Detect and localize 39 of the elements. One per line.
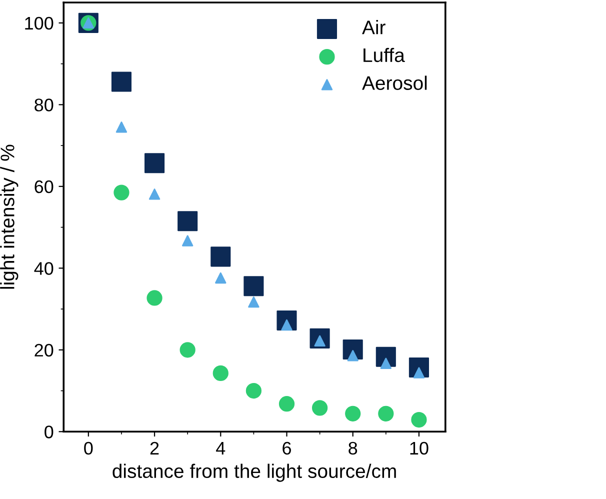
point [347,350,358,362]
x-axis-title: distance from the light source/cm [112,464,396,482]
x-tick-label: 2 [150,442,159,454]
x-tick-label: 0 [84,442,93,455]
point [180,342,196,358]
y-tick-label: 40 [34,262,54,275]
point [411,412,427,428]
y-tick-label: 80 [34,98,54,112]
x-tick-label: 8 [348,442,358,455]
point [380,358,392,369]
y-tick-label: 20 [34,344,54,357]
point [215,272,226,284]
point [144,153,165,174]
y-axis-title: light intensity / % [0,144,18,289]
point [116,122,128,133]
point [114,184,130,200]
y-tick-label: 0 [44,426,54,438]
x-tick-label: 6 [282,442,291,455]
point [345,406,361,422]
legend-label: Aerosol [362,76,427,90]
x-tick-label: 4 [216,442,226,454]
y-tick-label: 60 [34,180,54,194]
point [312,400,328,416]
point [148,188,160,200]
point [111,72,132,92]
point [278,396,295,412]
point [178,211,198,232]
y-tick-label: 100 [25,16,54,30]
legend-label: Luffa [364,48,405,62]
point [244,276,264,296]
point [210,246,231,267]
point [146,290,162,306]
legend-label: Air [362,20,386,34]
point [246,382,262,399]
x-tick-label: 10 [410,442,428,455]
point [248,296,260,308]
point [182,235,194,246]
point [212,365,228,382]
point [378,406,394,422]
